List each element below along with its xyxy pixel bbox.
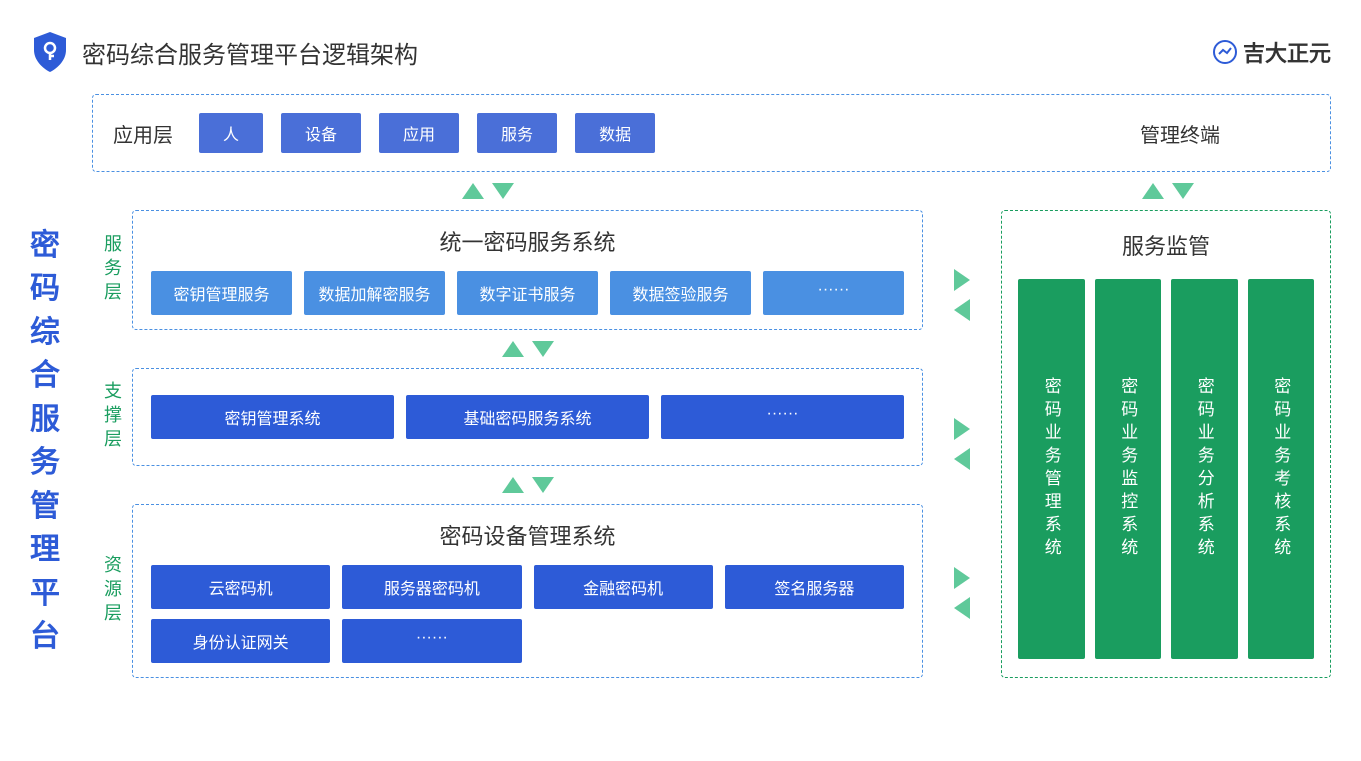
arrow-right-icon <box>954 418 970 440</box>
service-layer-tag: 服务层 <box>92 210 132 330</box>
app-pill-person: 人 <box>199 113 263 153</box>
resource-layer-title: 密码设备管理系统 <box>151 519 904 551</box>
application-layer-row: 应用层 人 设备 应用 服务 数据 管理终端 <box>92 94 1331 172</box>
arrow-down-icon <box>492 183 514 199</box>
arrow-right-icon <box>954 567 970 589</box>
page-title: 密码综合服务管理平台逻辑架构 <box>82 35 418 70</box>
arrows-service-to-right <box>943 269 981 321</box>
supervision-panel: 服务监管 密码业务管理系统 密码业务监控系统 密码业务分析系统 密码业务考核系统 <box>1001 210 1331 678</box>
arrow-right-icon <box>954 269 970 291</box>
diagram-container: 密码综合服务管理平台 应用层 人 设备 应用 服务 数据 管理终端 <box>30 94 1331 678</box>
support-layer-chips: 密钥管理系统 基础密码服务系统 ······ <box>151 395 904 439</box>
col-biz-assess: 密码业务考核系统 <box>1248 279 1315 659</box>
chip-encrypt-service: 数据加解密服务 <box>304 271 445 315</box>
brand-logo: 吉大正元 <box>1213 36 1331 68</box>
resource-layer-wrap: 资源层 密码设备管理系统 云密码机 服务器密码机 金融密码机 签名服务器 身份认… <box>92 504 923 678</box>
resource-layer-box: 密码设备管理系统 云密码机 服务器密码机 金融密码机 签名服务器 身份认证网关 … <box>132 504 923 678</box>
chip-auth-gateway: 身份认证网关 <box>151 619 330 663</box>
arrows-service-to-support <box>92 330 923 368</box>
platform-label: 密码综合服务管理平台 <box>30 94 74 678</box>
support-layer-box: 密钥管理系统 基础密码服务系统 ······ <box>132 368 923 466</box>
chip-key-mgmt-system: 密钥管理系统 <box>151 395 394 439</box>
app-pill-data: 数据 <box>575 113 655 153</box>
chip-server-hsm: 服务器密码机 <box>342 565 521 609</box>
chip-key-mgmt-service: 密钥管理服务 <box>151 271 292 315</box>
header-left: 密码综合服务管理平台逻辑架构 <box>30 30 418 74</box>
chip-basic-crypto-system: 基础密码服务系统 <box>406 395 649 439</box>
resource-layer-chips-row1: 云密码机 服务器密码机 金融密码机 签名服务器 <box>151 565 904 609</box>
app-pill-application: 应用 <box>379 113 459 153</box>
body-area: 服务层 统一密码服务系统 密钥管理服务 数据加解密服务 数字证书服务 数据签验服… <box>92 210 1331 678</box>
arrow-left-icon <box>954 299 970 321</box>
chip-more-resource: ······ <box>342 619 521 663</box>
chip-more-service: ······ <box>763 271 904 315</box>
left-layers: 服务层 统一密码服务系统 密钥管理服务 数据加解密服务 数字证书服务 数据签验服… <box>92 210 923 678</box>
support-layer-tag: 支撑层 <box>92 368 132 466</box>
shield-icon <box>30 30 70 74</box>
arrow-up-icon <box>1142 183 1164 199</box>
platform-label-text: 密码综合服务管理平台 <box>30 224 74 659</box>
top-arrows-row <box>92 172 1331 210</box>
resource-layer-tag: 资源层 <box>92 504 132 678</box>
chip-cert-service: 数字证书服务 <box>457 271 598 315</box>
chip-sign-verify-service: 数据签验服务 <box>610 271 751 315</box>
arrow-down-icon <box>532 477 554 493</box>
app-pill-device: 设备 <box>281 113 361 153</box>
arrow-down-icon <box>532 341 554 357</box>
supervision-title: 服务监管 <box>1018 229 1314 261</box>
app-layer-label: 应用层 <box>113 119 173 148</box>
support-layer-wrap: 支撑层 密钥管理系统 基础密码服务系统 ······ <box>92 368 923 466</box>
service-layer-chips: 密钥管理服务 数据加解密服务 数字证书服务 数据签验服务 ······ <box>151 271 904 315</box>
col-biz-monitor: 密码业务监控系统 <box>1095 279 1162 659</box>
brand-icon <box>1213 40 1237 64</box>
chip-cloud-hsm: 云密码机 <box>151 565 330 609</box>
arrow-left-icon <box>954 597 970 619</box>
service-layer-wrap: 服务层 统一密码服务系统 密钥管理服务 数据加解密服务 数字证书服务 数据签验服… <box>92 210 923 330</box>
middle-arrows-column <box>943 210 981 678</box>
arrow-up-icon <box>502 341 524 357</box>
mgmt-terminal-label: 管理终端 <box>1140 119 1310 148</box>
arrows-support-to-resource <box>92 466 923 504</box>
arrow-left-icon <box>954 448 970 470</box>
chip-finance-hsm: 金融密码机 <box>534 565 713 609</box>
service-layer-box: 统一密码服务系统 密钥管理服务 数据加解密服务 数字证书服务 数据签验服务 ··… <box>132 210 923 330</box>
app-pill-service: 服务 <box>477 113 557 153</box>
header: 密码综合服务管理平台逻辑架构 吉大正元 <box>30 30 1331 74</box>
col-biz-analysis: 密码业务分析系统 <box>1171 279 1238 659</box>
brand-text: 吉大正元 <box>1243 36 1331 68</box>
arrows-app-to-supervision <box>1142 172 1194 210</box>
arrows-app-to-service <box>462 172 514 210</box>
col-biz-mgmt: 密码业务管理系统 <box>1018 279 1085 659</box>
chip-sign-server: 签名服务器 <box>725 565 904 609</box>
arrows-support-to-right <box>943 418 981 470</box>
arrow-up-icon <box>462 183 484 199</box>
arrows-resource-to-right <box>943 567 981 619</box>
arrow-down-icon <box>1172 183 1194 199</box>
application-layer: 应用层 人 设备 应用 服务 数据 <box>113 113 655 153</box>
arrow-up-icon <box>502 477 524 493</box>
resource-layer-chips-row2: 身份认证网关 ······ <box>151 619 904 663</box>
service-layer-title: 统一密码服务系统 <box>151 225 904 257</box>
main-area: 应用层 人 设备 应用 服务 数据 管理终端 服务层 <box>92 94 1331 678</box>
chip-more-support: ······ <box>661 395 904 439</box>
supervision-columns: 密码业务管理系统 密码业务监控系统 密码业务分析系统 密码业务考核系统 <box>1018 279 1314 659</box>
